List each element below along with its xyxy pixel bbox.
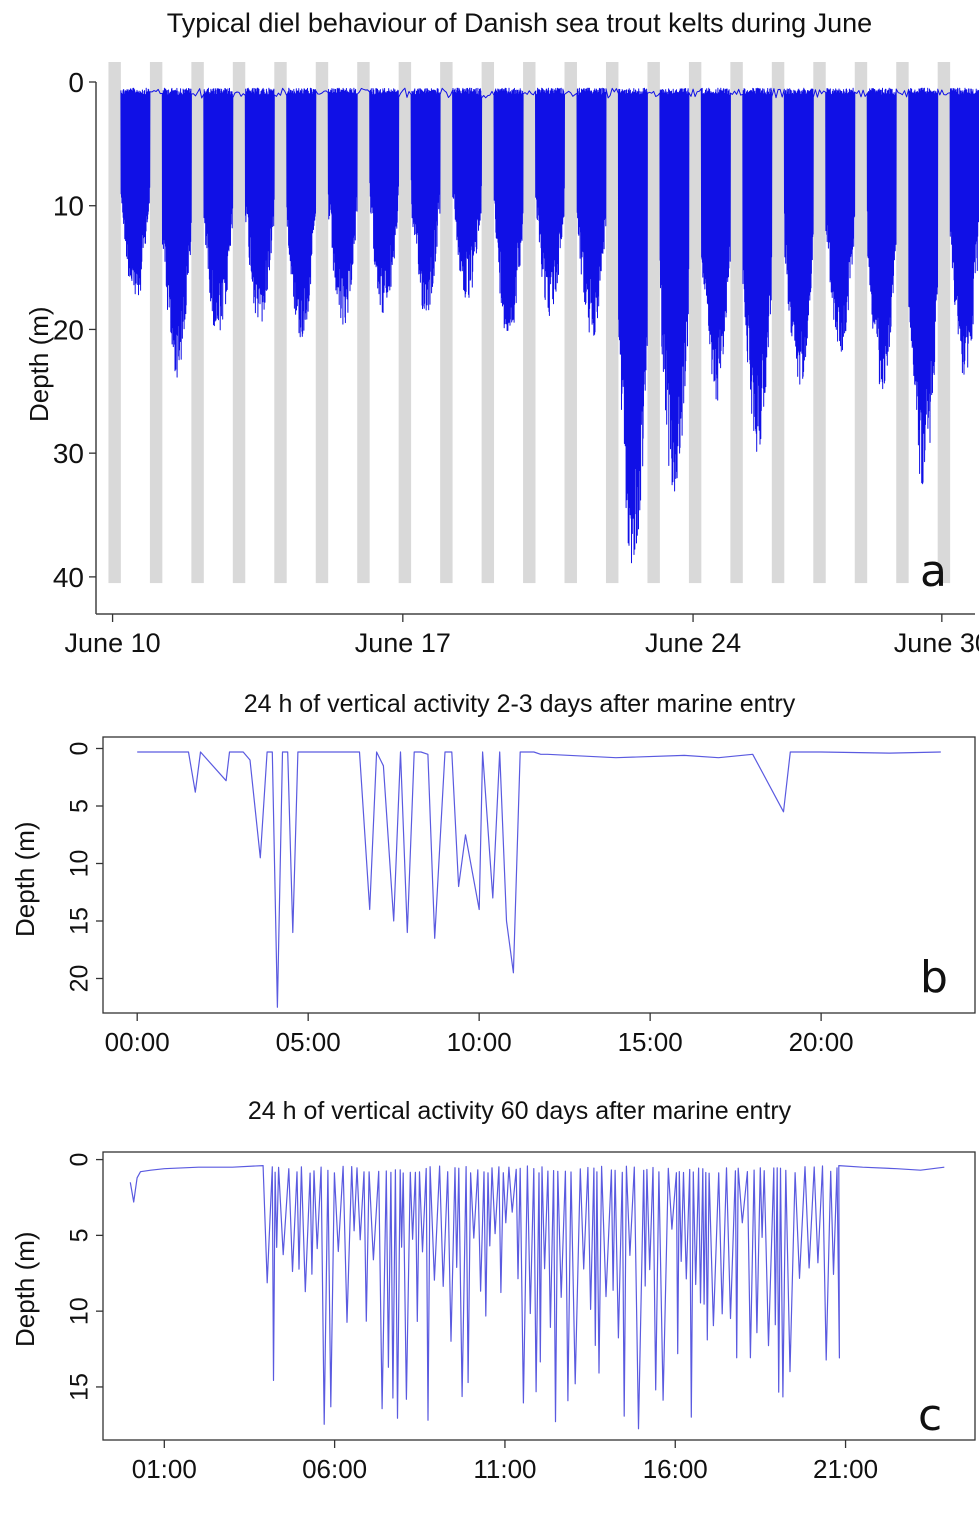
- x-tick-label: June 30: [894, 628, 979, 658]
- plot-c: 0 5 10 15 01:00 06:00 11:00 16:00 21:00: [66, 1151, 976, 1484]
- night-band: [605, 62, 619, 584]
- x-tick-label: 06:00: [302, 1454, 367, 1484]
- y-tick-label: 30: [53, 438, 84, 469]
- series-line-c: [129, 1165, 945, 1430]
- night-band: [647, 62, 660, 584]
- x-tick-label: 11:00: [473, 1454, 536, 1484]
- panel-letter-a: a: [920, 546, 947, 597]
- night-band: [813, 62, 826, 584]
- x-tick-label: 10:00: [447, 1027, 512, 1057]
- plot-frame: [102, 1151, 976, 1441]
- y-tick-label: 5: [66, 1228, 94, 1242]
- y-tick-label: 10: [66, 850, 94, 878]
- night-band: [440, 62, 453, 584]
- night-band: [771, 62, 785, 584]
- night-band: [274, 62, 287, 584]
- chart-title-a: Typical diel behaviour of Danish sea tro…: [166, 8, 873, 38]
- x-tick-label: 05:00: [276, 1027, 341, 1057]
- plot-frame: [102, 736, 976, 1014]
- x-tick-label: 15:00: [618, 1027, 683, 1057]
- x-tick-label: 21:00: [813, 1454, 878, 1484]
- x-tick-label: June 24: [645, 628, 741, 658]
- chart-title-b: 24 h of vertical activity 2-3 days after…: [243, 690, 796, 718]
- night-band: [730, 62, 743, 584]
- night-band: [357, 62, 370, 584]
- night-band: [854, 62, 868, 584]
- y-tick-label: 10: [66, 1297, 94, 1325]
- chart-title-c: 24 h of vertical activity 60 days after …: [247, 1097, 792, 1125]
- night-band: [937, 62, 951, 584]
- night-band: [481, 62, 495, 584]
- night-band: [191, 62, 204, 584]
- night-band: [896, 62, 909, 584]
- night-band: [523, 62, 536, 584]
- y-tick-label: 15: [66, 907, 94, 935]
- x-tick-label: 16:00: [643, 1454, 708, 1484]
- plot-b: 0 5 10 15 20 00:00 05:00 10:00 15:00 20:00: [66, 736, 976, 1057]
- y-tick-label: 20: [53, 314, 84, 345]
- series-line-a: [120, 87, 979, 564]
- y-tick-label: 10: [53, 191, 84, 222]
- x-tick-label: June 10: [65, 628, 161, 658]
- y-tick-label: 0: [66, 1153, 94, 1167]
- x-tick-label: June 17: [355, 628, 451, 658]
- night-band: [398, 62, 412, 584]
- y-tick-label: 40: [53, 562, 84, 593]
- series-line-b: [137, 751, 941, 1008]
- x-tick-label: 01:00: [132, 1454, 197, 1484]
- night-band: [564, 62, 577, 584]
- night-band: [149, 62, 163, 584]
- x-tick-label: 20:00: [789, 1027, 854, 1057]
- night-band: [315, 62, 329, 584]
- night-band: [688, 62, 702, 584]
- panel-letter-c: c: [918, 1390, 943, 1441]
- y-tick-label: 5: [66, 799, 94, 813]
- y-tick-label: 20: [66, 965, 94, 993]
- night-band: [232, 62, 246, 584]
- night-band: [108, 62, 121, 584]
- y-tick-label: 0: [66, 742, 94, 756]
- plot-a: 0 10 20 30 40 June 10 June 17 June 24 June 30: [53, 62, 979, 658]
- y-tick-label: 0: [68, 67, 84, 98]
- y-tick-label: 15: [66, 1373, 94, 1401]
- panel-letter-b: b: [920, 952, 948, 1003]
- x-tick-label: 00:00: [105, 1027, 170, 1057]
